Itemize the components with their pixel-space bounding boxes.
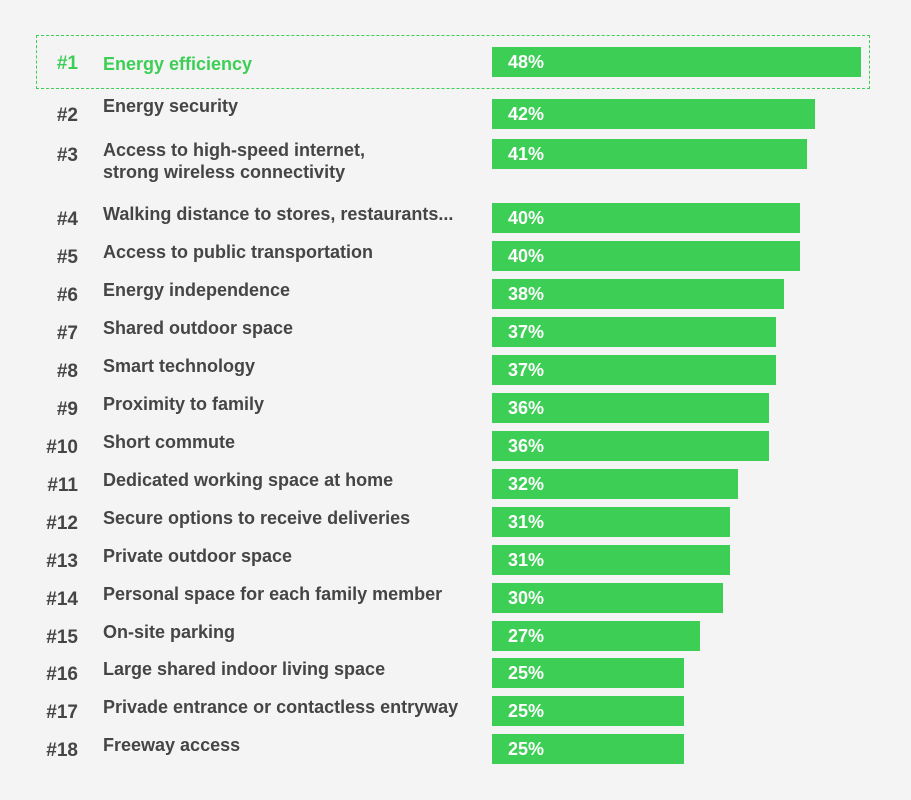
bar: 31% <box>492 507 730 537</box>
bar: 25% <box>492 658 684 688</box>
bar-value-label: 36% <box>508 398 545 418</box>
rank-label: #5 <box>56 247 78 268</box>
bar: 27% <box>492 621 700 651</box>
rank-label: #6 <box>56 285 78 306</box>
bar-value-label: 31% <box>508 550 545 570</box>
bar-value-label: 42% <box>508 104 545 124</box>
rank-label: #2 <box>56 105 78 126</box>
category-label: Short commute <box>103 432 236 452</box>
category-label: On-site parking <box>103 622 236 642</box>
category-label: Walking distance to stores, restaurants.… <box>103 204 454 224</box>
rank-label: #15 <box>46 627 78 648</box>
category-label: Smart technology <box>103 356 256 376</box>
bar: 38% <box>492 279 784 309</box>
rank-label: #8 <box>56 361 78 382</box>
category-label: Private outdoor space <box>103 546 293 566</box>
rank-label: #7 <box>56 323 78 344</box>
top-item-highlight-box <box>36 35 870 89</box>
bar: 25% <box>492 734 684 764</box>
bar-value-label: 37% <box>508 322 545 342</box>
bar-value-label: 40% <box>508 246 545 266</box>
bar-value-label: 41% <box>508 144 545 164</box>
bar-value-label: 25% <box>508 663 545 683</box>
rank-label: #9 <box>56 399 78 420</box>
bar: 40% <box>492 203 800 233</box>
category-label: Energy efficiency <box>103 54 253 74</box>
bar: 42% <box>492 99 815 129</box>
bar: 37% <box>492 317 776 347</box>
category-label: Freeway access <box>103 735 241 755</box>
rank-label: #18 <box>46 740 78 761</box>
bar: 41% <box>492 139 807 169</box>
bar-value-label: 38% <box>508 284 545 304</box>
rank-label: #4 <box>56 209 78 230</box>
bar: 48% <box>492 47 861 77</box>
rank-label: #17 <box>46 702 78 723</box>
rank-label: #11 <box>47 475 78 496</box>
bar-value-label: 48% <box>508 52 545 72</box>
bar-value-label: 40% <box>508 208 545 228</box>
bar: 40% <box>492 241 800 271</box>
bar: 32% <box>492 469 738 499</box>
bar-value-label: 25% <box>508 701 545 721</box>
rank-label: #10 <box>46 437 78 458</box>
category-label: Shared outdoor space <box>103 318 294 338</box>
category-label: Proximity to family <box>103 394 265 414</box>
bar-value-label: 30% <box>508 588 545 608</box>
category-label: Large shared indoor living space <box>103 659 386 679</box>
rank-label: #3 <box>56 145 78 166</box>
bar: 30% <box>492 583 723 613</box>
bar: 36% <box>492 393 769 423</box>
bar-value-label: 31% <box>508 512 545 532</box>
category-label: Energy independence <box>103 280 291 300</box>
category-label: Personal space for each family member <box>103 584 443 604</box>
category-label: Access to high-speed internet, strong wi… <box>103 140 366 182</box>
rank-label: #14 <box>46 589 78 610</box>
category-label: Secure options to receive deliveries <box>103 508 411 528</box>
bar-value-label: 27% <box>508 626 545 646</box>
bar-value-label: 36% <box>508 436 545 456</box>
rank-label: #1 <box>56 53 78 74</box>
bar-value-label: 37% <box>508 360 545 380</box>
rank-label: #16 <box>46 664 78 685</box>
bar: 36% <box>492 431 769 461</box>
rank-label: #12 <box>46 513 78 534</box>
category-label: Energy security <box>103 96 239 116</box>
bar-value-label: 32% <box>508 474 545 494</box>
bar-value-label: 25% <box>508 739 545 759</box>
bar: 25% <box>492 696 684 726</box>
category-label: Access to public transportation <box>103 242 374 262</box>
bar: 37% <box>492 355 776 385</box>
bar: 31% <box>492 545 730 575</box>
rank-label: #13 <box>46 551 78 572</box>
category-label: Privade entrance or contactless entryway <box>103 697 459 717</box>
category-label: Dedicated working space at home <box>103 470 394 490</box>
